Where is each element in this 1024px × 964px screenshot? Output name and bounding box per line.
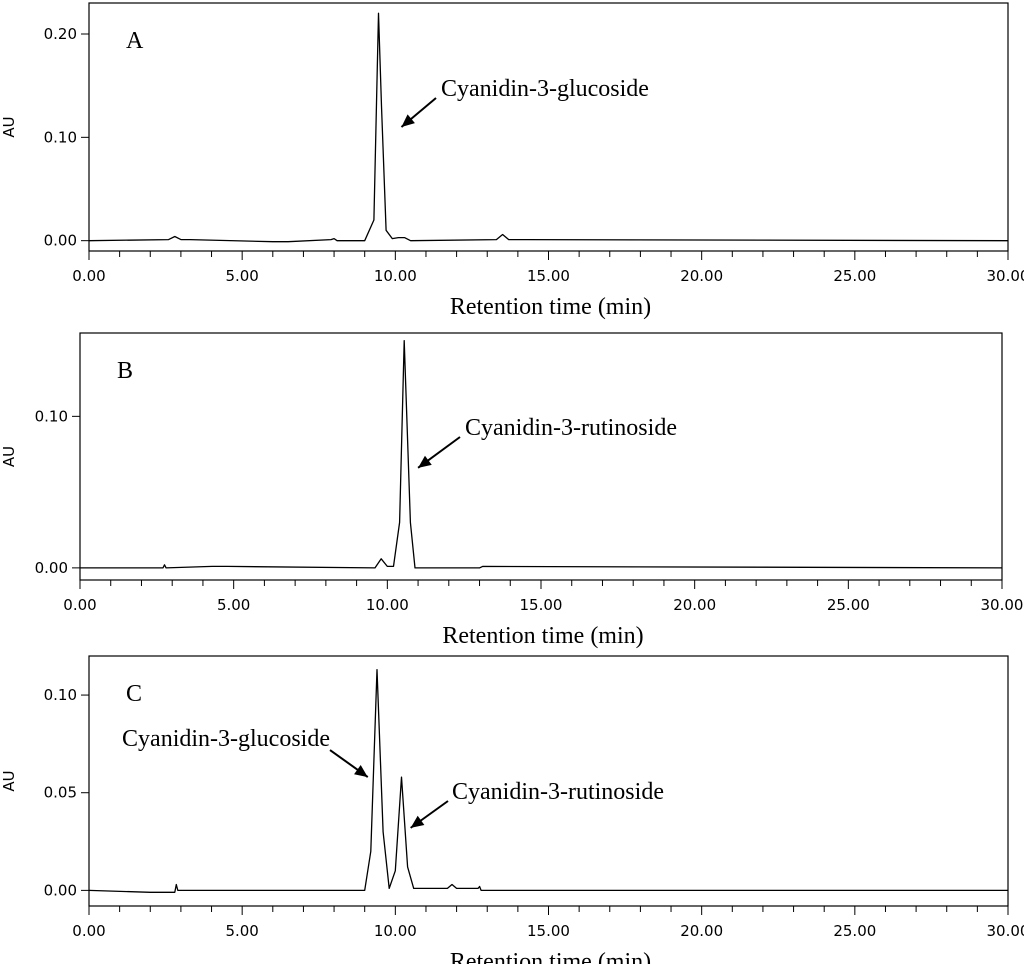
chromatogram-trace	[88, 669, 1008, 893]
x-axis-title: Retention time (min)	[450, 294, 651, 320]
arrow-head	[354, 765, 368, 778]
y-tick-label: 0.10	[35, 407, 68, 425]
arrow-head	[418, 455, 432, 468]
y-axis-title: AU	[0, 446, 18, 467]
chromatogram-trace	[80, 339, 1003, 569]
x-tick-label: 30.00	[987, 267, 1024, 285]
y-tick-label: 0.10	[44, 686, 77, 704]
plot-frame	[88, 2, 1009, 252]
x-axis-title: Retention time (min)	[442, 623, 643, 649]
chart-panel-a: 0.00 5.00 10.00 15.00 20.00 25.00 30.00 0.00 0.1…	[0, 2, 1024, 320]
x-tick-label: 5.00	[225, 267, 258, 285]
x-tick-label: 25.00	[833, 267, 876, 285]
y-axis-title: AU	[0, 770, 18, 791]
panel-label: B	[117, 358, 133, 384]
panel-label: C	[126, 681, 142, 707]
x-tick-label: 15.00	[527, 267, 570, 285]
x-tick-label: 0.00	[72, 922, 105, 940]
peak-annotation-label: Cyanidin-3-rutinoside	[452, 779, 664, 805]
arrow-head	[410, 815, 425, 828]
peak-annotation-label: Cyanidin-3-rutinoside	[465, 415, 677, 441]
y-tick-label: 0.00	[35, 559, 68, 577]
arrow-head	[401, 114, 415, 127]
x-tick-label: 15.00	[527, 922, 570, 940]
x-tick-label: 20.00	[680, 922, 723, 940]
chart-panel-b: 0.00 5.00 10.00 15.00 20.00 25.00 30.00 0.00 0.1…	[0, 332, 1024, 649]
y-tick-label: 0.00	[44, 232, 77, 250]
y-tick-label: 0.05	[44, 784, 77, 802]
x-tick-label: 25.00	[833, 922, 876, 940]
plot-frame	[79, 332, 1003, 581]
x-tick-label: 10.00	[374, 922, 417, 940]
y-tick-label: 0.10	[44, 128, 77, 146]
x-tick-label: 20.00	[673, 596, 716, 614]
chromatogram-trace	[88, 12, 1009, 243]
x-tick-label: 5.00	[225, 922, 258, 940]
panel-label: A	[126, 28, 144, 54]
y-tick-label: 0.20	[44, 25, 77, 43]
x-tick-label: 30.00	[987, 922, 1024, 940]
x-tick-label: 25.00	[827, 596, 870, 614]
y-tick-label: 0.00	[44, 881, 77, 899]
x-tick-label: 5.00	[217, 596, 250, 614]
x-axis-title: Retention time (min)	[450, 949, 651, 964]
x-tick-label: 0.00	[63, 596, 96, 614]
peak-annotation-label: Cyanidin-3-glucoside	[441, 76, 649, 102]
x-tick-label: 30.00	[981, 596, 1024, 614]
peak-annotation-label: Cyanidin-3-glucoside	[122, 726, 330, 752]
x-tick-label: 0.00	[72, 267, 105, 285]
x-tick-label: 15.00	[520, 596, 563, 614]
x-tick-label: 20.00	[680, 267, 723, 285]
x-tick-label: 10.00	[374, 267, 417, 285]
chart-panel-c: 0.00 5.00 10.00 15.00 20.00 25.00 30.00 0.00 0.0…	[0, 655, 1024, 964]
x-tick-label: 10.00	[366, 596, 409, 614]
y-axis-title: AU	[0, 116, 18, 137]
